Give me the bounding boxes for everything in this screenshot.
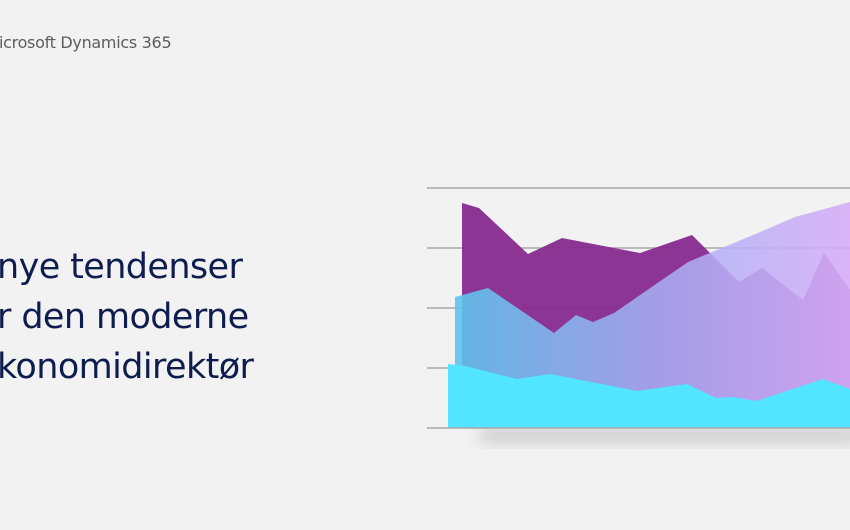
title-line-1: nye tendenser xyxy=(0,247,243,287)
title-line-2: r den moderne xyxy=(0,297,249,337)
lavender-area xyxy=(455,202,850,428)
title-line-3: konomidirektør xyxy=(0,347,254,387)
cyan-area xyxy=(448,364,850,428)
cover-title: nye tendenser r den moderne konomidirekt… xyxy=(0,242,254,392)
chart-shadow xyxy=(480,428,850,442)
brand-name: icrosoft Dynamics 365 xyxy=(0,33,172,52)
